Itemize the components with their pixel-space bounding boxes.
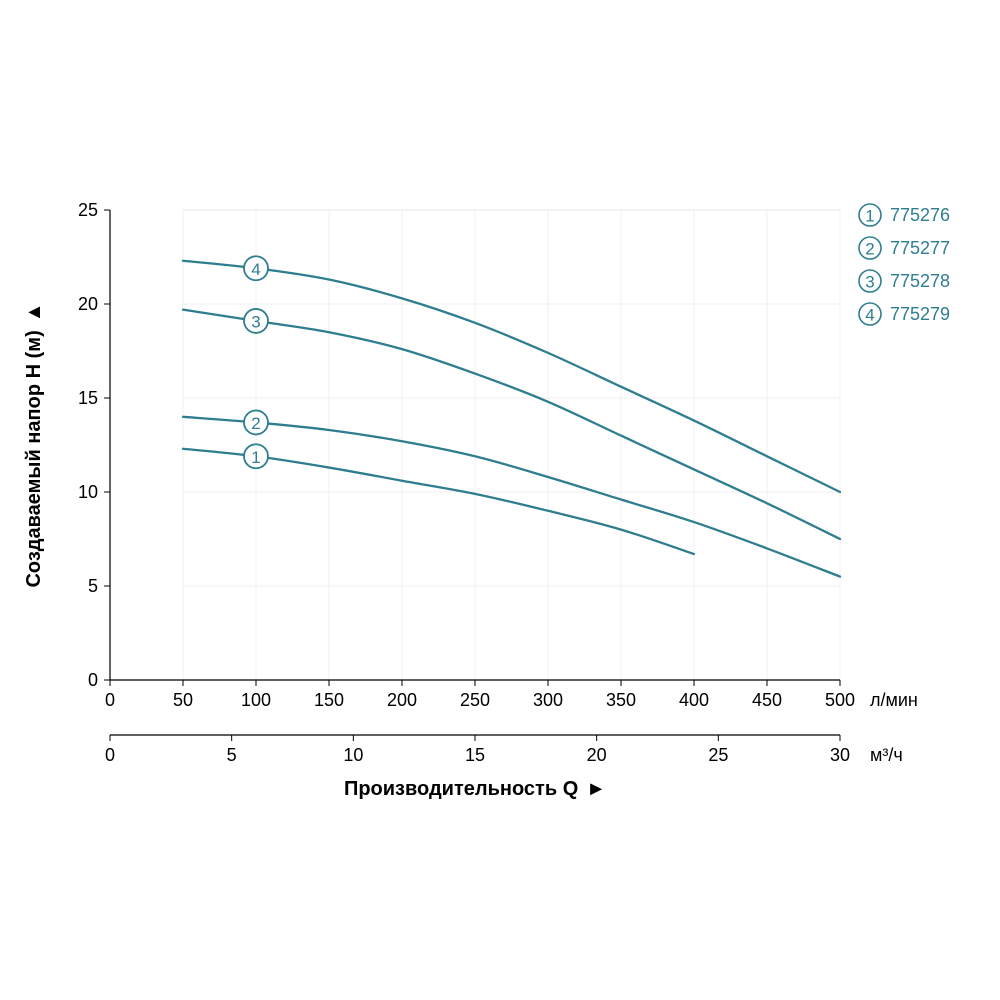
x-tick-lmin-400: 400 [679,690,709,710]
x-tick-m3h-30: 30 [830,745,850,765]
curve-badge-label-1: 1 [251,448,260,467]
x-tick-lmin-350: 350 [606,690,636,710]
x-tick-m3h-10: 10 [343,745,363,765]
x-tick-m3h-20: 20 [587,745,607,765]
legend-label-4: 775279 [890,304,950,324]
x-tick-m3h-15: 15 [465,745,485,765]
legend-label-2: 775277 [890,238,950,258]
pump-curve-chart: 1234051015202505010015020025030035040045… [0,0,1000,1000]
curve-badge-label-3: 3 [251,312,260,331]
x-unit-lmin: л/мин [870,690,918,710]
y-tick-5: 5 [88,576,98,596]
curve-badge-label-4: 4 [251,260,260,279]
y-tick-15: 15 [78,388,98,408]
x-tick-m3h-25: 25 [708,745,728,765]
legend-label-1: 775276 [890,205,950,225]
x-tick-lmin-250: 250 [460,690,490,710]
legend-badge-num-1: 1 [865,207,874,226]
x-tick-lmin-0: 0 [105,690,115,710]
legend-badge-num-2: 2 [865,240,874,259]
y-tick-25: 25 [78,200,98,220]
x-tick-m3h-5: 5 [227,745,237,765]
x-tick-lmin-100: 100 [241,690,271,710]
x-tick-lmin-150: 150 [314,690,344,710]
x-tick-lmin-200: 200 [387,690,417,710]
y-tick-20: 20 [78,294,98,314]
x-axis-label: Производительность Q► [344,778,606,800]
x-tick-lmin-500: 500 [825,690,855,710]
y-axis-label: Создаваемый напор Н (м)▲ [23,302,45,587]
x-unit-m3h: м³/ч [870,745,903,765]
legend-label-3: 775278 [890,271,950,291]
x-tick-lmin-450: 450 [752,690,782,710]
legend-badge-num-3: 3 [865,273,874,292]
x-tick-lmin-300: 300 [533,690,563,710]
y-tick-10: 10 [78,482,98,502]
x-tick-lmin-50: 50 [173,690,193,710]
y-tick-0: 0 [88,670,98,690]
curve-badge-label-2: 2 [251,414,260,433]
legend-badge-num-4: 4 [865,306,874,325]
x-tick-m3h-0: 0 [105,745,115,765]
